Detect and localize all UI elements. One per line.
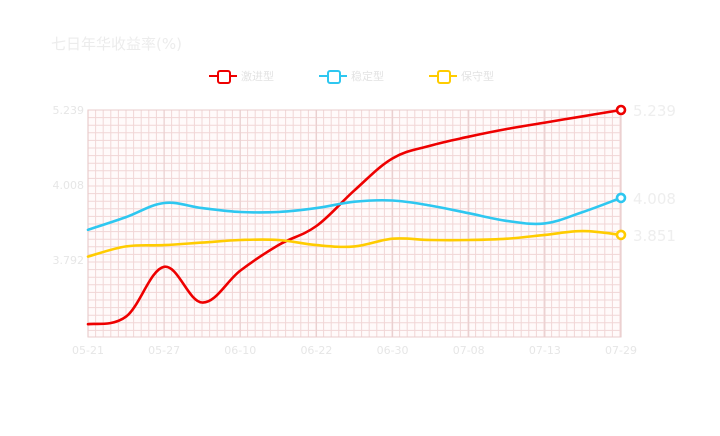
y-tick-label: 5.239 <box>53 104 85 117</box>
legend-item-conservative[interactable]: 保守型 <box>429 66 494 86</box>
x-tick-label: 06-22 <box>300 344 332 357</box>
x-tick-label: 07-13 <box>529 344 561 357</box>
series-end-label-stable: 4.008 <box>633 190 676 208</box>
series-line-aggressive[interactable] <box>86 108 623 326</box>
legend-swatch-aggressive <box>209 66 237 86</box>
y-tick-label: 3.792 <box>53 254 85 267</box>
series-line-stable[interactable] <box>86 196 623 232</box>
x-tick-label: 06-30 <box>377 344 409 357</box>
legend-label-aggressive: 激进型 <box>241 70 274 83</box>
legend-label-conservative: 保守型 <box>461 70 494 83</box>
series-end-label-aggressive: 5.239 <box>633 102 676 120</box>
x-tick-label: 07-08 <box>453 344 485 357</box>
series-line-conservative[interactable] <box>86 229 623 258</box>
plot-border <box>87 109 622 338</box>
x-tick-label: 05-21 <box>72 344 104 357</box>
x-tick-label: 06-10 <box>224 344 256 357</box>
y-tick-label: 4.008 <box>53 179 85 192</box>
legend-swatch-conservative <box>429 66 457 86</box>
legend: 激进型 稳定型 保守型 <box>0 66 720 86</box>
chart-title: 七日年华收益率(%) <box>51 35 182 53</box>
series-end-marker-conservative[interactable] <box>615 229 627 241</box>
legend-item-stable[interactable]: 稳定型 <box>319 66 384 86</box>
series-end-marker-aggressive[interactable] <box>615 104 627 116</box>
legend-label-stable: 稳定型 <box>351 70 384 83</box>
series-end-marker-stable[interactable] <box>615 192 627 204</box>
series-end-label-conservative: 3.851 <box>633 227 676 245</box>
x-tick-label: 05-27 <box>148 344 180 357</box>
legend-item-aggressive[interactable]: 激进型 <box>209 66 274 86</box>
x-tick-label: 07-29 <box>605 344 637 357</box>
legend-swatch-stable <box>319 66 347 86</box>
